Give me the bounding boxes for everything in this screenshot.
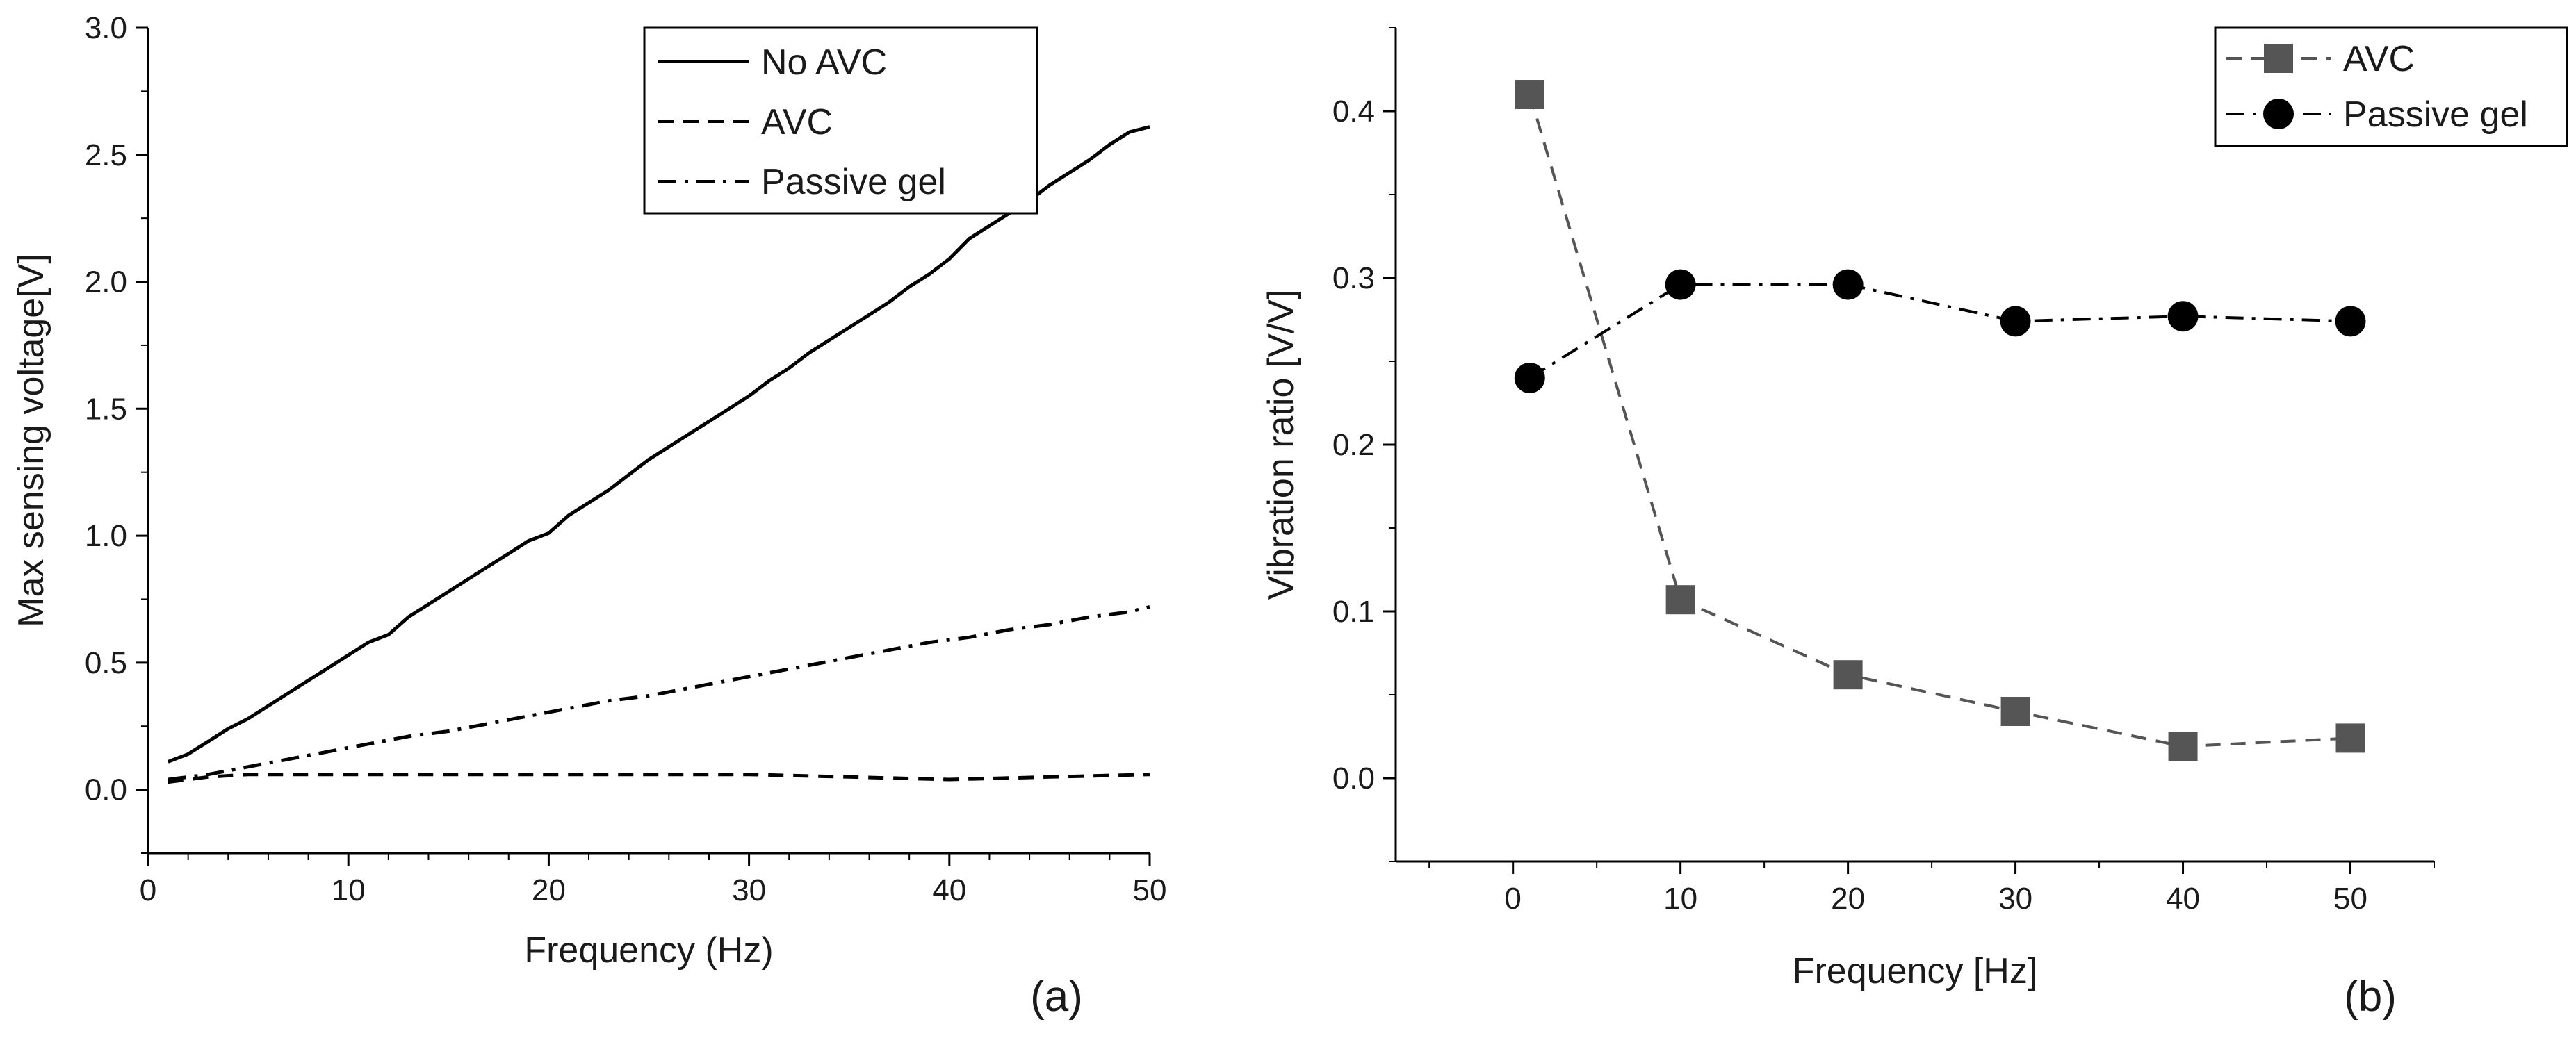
chart1-legend-label-avc: AVC xyxy=(761,102,833,142)
chart2-point-passive-gel xyxy=(2000,306,2031,337)
chart2-legend-label-avc: AVC xyxy=(2343,39,2415,79)
chart1-y-axis-title: Max sensing voltage[V] xyxy=(11,254,51,627)
chart2-xtick-label: 20 xyxy=(1831,882,1865,916)
chart2-point-passive-gel xyxy=(1514,363,1545,393)
chart1-xtick-label: 0 xyxy=(140,873,156,907)
chart1-legend-label-passive-gel: Passive gel xyxy=(761,162,946,202)
chart2-point-avc xyxy=(1665,585,1695,615)
chart1-xtick-label: 40 xyxy=(932,873,966,907)
panel-label-b: (b) xyxy=(2344,973,2397,1021)
chart2-point-passive-gel xyxy=(2335,306,2366,337)
chart1-series-passive-gel-line xyxy=(168,604,1150,782)
chart2-point-avc xyxy=(1833,660,1863,690)
panel-b: 0 10 20 30 40 50 0.0 0.1 0.2 0.3 0.4 Frequency [Hz]… xyxy=(1261,26,2568,991)
chart2-legend-marker-avc xyxy=(2264,44,2293,73)
chart2-ytick-label: 0.3 xyxy=(1332,261,1375,295)
chart2-y-axis-title: Vibration ratio [V/V] xyxy=(1261,289,1301,600)
chart2-point-avc xyxy=(2335,723,2365,753)
chart2-legend-label-passive-gel: Passive gel xyxy=(2343,94,2528,135)
chart1-x-axis-title: Frequency (Hz) xyxy=(524,930,773,971)
chart2-point-passive-gel xyxy=(2167,301,2199,332)
chart1-ytick-label: 0.0 xyxy=(85,773,127,807)
chart1-ytick-label: 3.0 xyxy=(85,11,127,45)
chart1-series-no-avc-line xyxy=(167,125,1150,764)
chart2-point-avc xyxy=(2000,697,2030,726)
chart2-ytick-label: 0.0 xyxy=(1332,761,1375,795)
chart1-xtick-label: 10 xyxy=(332,873,366,907)
chart1-xtick-label: 50 xyxy=(1133,873,1167,907)
chart2-xtick-label: 10 xyxy=(1663,882,1697,916)
chart2-ytick-label: 0.1 xyxy=(1332,595,1375,629)
chart2-x-axis-title: Frequency [Hz] xyxy=(1793,951,2038,991)
chart2-ytick-label: 0.2 xyxy=(1332,428,1375,462)
chart2-xtick-label: 0 xyxy=(1504,882,1521,916)
chart2-point-passive-gel xyxy=(1832,269,1864,300)
chart2-series-passive-gel-line xyxy=(1529,283,2351,379)
chart1-ytick-label: 2.0 xyxy=(85,265,127,299)
chart1-xtick-label: 20 xyxy=(532,873,566,907)
chart2-point-passive-gel xyxy=(1665,269,1696,300)
chart2-xtick-label: 30 xyxy=(1998,882,2032,916)
chart2-xtick-label: 50 xyxy=(2333,882,2367,916)
chart2-ytick-label: 0.4 xyxy=(1332,94,1375,129)
chart1-legend-label-no-avc: No AVC xyxy=(761,42,887,83)
chart2-xtick-label: 40 xyxy=(2166,882,2200,916)
panel-a: 0 10 20 30 40 50 0.0 0.5 1.0 1.5 2.0 2.5 3.0 Frequenc… xyxy=(11,11,1166,971)
panel-label-a: (a) xyxy=(1030,973,1083,1021)
chart1-ytick-label: 2.5 xyxy=(85,138,127,172)
chart2-point-avc xyxy=(1515,80,1544,109)
chart1-xtick-label: 30 xyxy=(732,873,766,907)
chart2-point-avc xyxy=(2168,732,2198,761)
chart1-series-avc-line xyxy=(168,773,1150,784)
chart1-ytick-label: 1.5 xyxy=(85,392,127,426)
chart2-series-avc-line xyxy=(1528,94,2351,748)
chart1-ytick-label: 0.5 xyxy=(85,646,127,680)
chart1-ytick-label: 1.0 xyxy=(85,519,127,553)
chart2-legend-marker-passive-gel xyxy=(2263,99,2294,129)
